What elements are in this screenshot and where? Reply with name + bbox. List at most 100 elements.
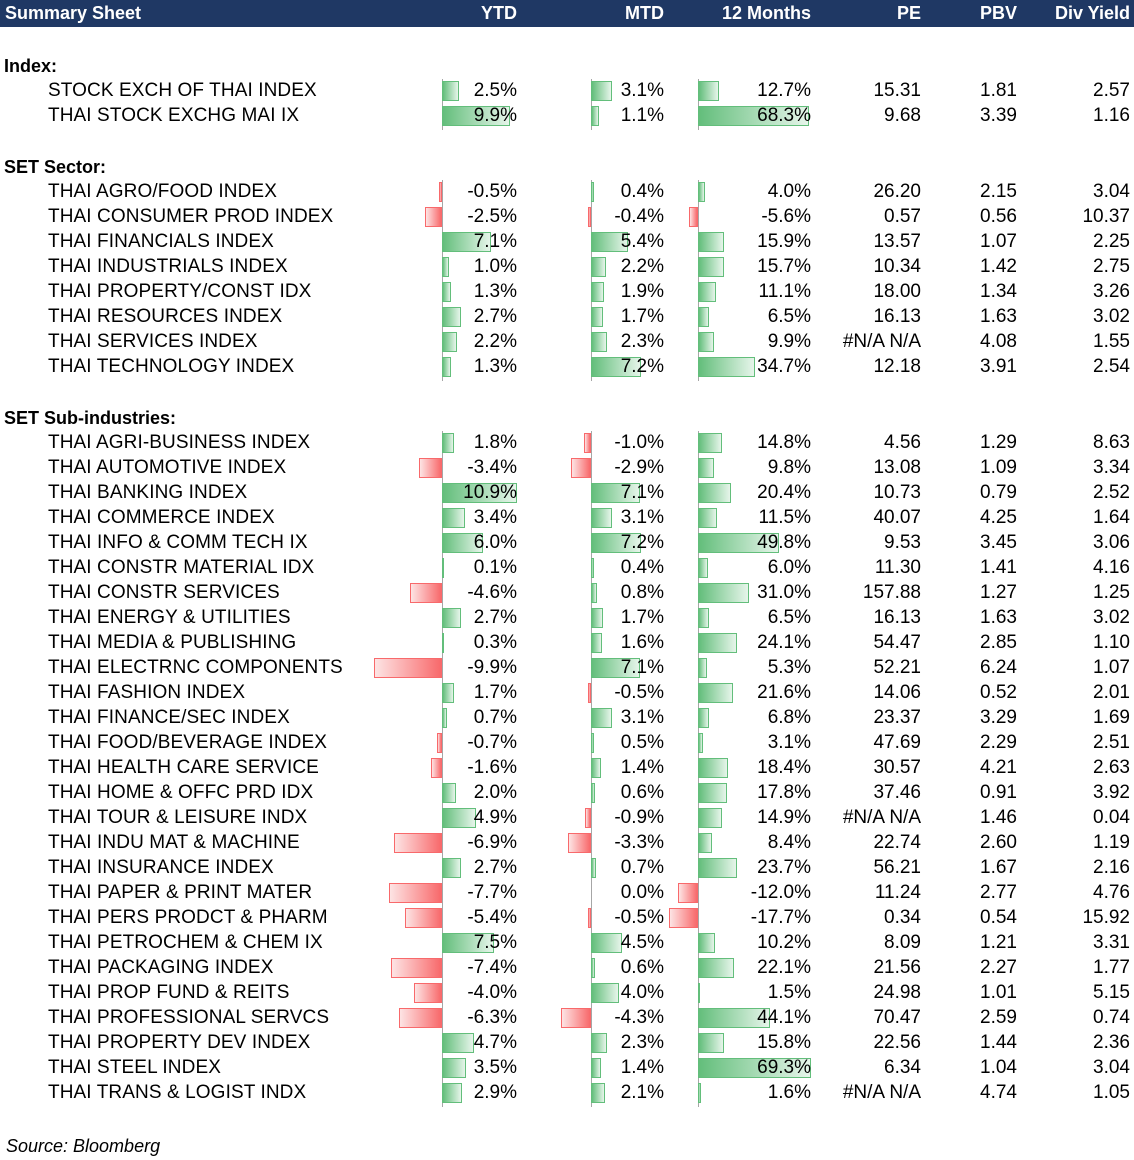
m12-data-bar xyxy=(698,106,810,126)
div-yield-value: 8.63 xyxy=(1093,432,1130,453)
pbv-value: 0.56 xyxy=(980,206,1017,227)
pe-value: 23.37 xyxy=(873,707,921,728)
div-yield-value: 1.05 xyxy=(1093,1082,1130,1103)
mtd-data-bar xyxy=(591,257,607,277)
pe-value: 0.34 xyxy=(884,907,921,928)
ytd-axis-line xyxy=(442,981,443,1007)
index-name: THAI CONSTR SERVICES xyxy=(48,582,280,603)
index-name: THAI INFO & COMM TECH IX xyxy=(48,532,308,553)
pe-value: 70.47 xyxy=(873,1007,921,1028)
mtd-axis-line xyxy=(591,906,592,932)
12-months-value: 17.8% xyxy=(757,782,811,803)
ytd-value: 9.9% xyxy=(473,105,517,126)
12-months-value: 31.0% xyxy=(757,582,811,603)
div-yield-value: 3.26 xyxy=(1093,281,1130,302)
ytd-data-bar xyxy=(442,683,454,703)
ytd-data-bar xyxy=(442,533,484,553)
mtd-value: -3.3% xyxy=(614,832,664,853)
ytd-data-bar xyxy=(388,883,442,903)
pe-value: 21.56 xyxy=(873,957,921,978)
mtd-value: 4.5% xyxy=(620,932,664,953)
table-row: THAI FOOD/BEVERAGE INDEX -0.7% 0.5% 3.1% 47.… xyxy=(0,731,1134,757)
table-row: STOCK EXCH OF THAI INDEX 2.5% 3.1% 12.7% 15.… xyxy=(0,79,1134,105)
index-name: THAI AGRI-BUSINESS INDEX xyxy=(48,432,311,453)
div-yield-value: 4.16 xyxy=(1093,557,1130,578)
ytd-data-bar xyxy=(442,307,461,327)
section-title: SET Sub-industries: xyxy=(4,408,177,428)
ytd-axis-line xyxy=(442,456,443,482)
mtd-value: 0.4% xyxy=(620,557,664,578)
table-row: THAI PROPERTY DEV INDEX 4.7% 2.3% 15.8% 22.5… xyxy=(0,1031,1134,1057)
m12-axis-line xyxy=(698,205,699,231)
12-months-value: 14.9% xyxy=(757,807,811,828)
col-header-12-months: 12 Months xyxy=(721,3,811,23)
mtd-value: 0.4% xyxy=(620,181,664,202)
mtd-data-bar xyxy=(591,733,595,753)
ytd-data-bar xyxy=(437,733,442,753)
pbv-value: 1.09 xyxy=(980,457,1017,478)
mtd-value: 7.2% xyxy=(620,532,664,553)
table-row: THAI ELECTRNC COMPONENTS -9.9% 7.1% 5.3% 52.… xyxy=(0,656,1134,682)
mtd-data-bar xyxy=(591,357,641,377)
ytd-value: -7.4% xyxy=(467,957,517,978)
m12-data-bar xyxy=(698,81,719,101)
12-months-value: 15.7% xyxy=(757,256,811,277)
ytd-value: 6.0% xyxy=(473,532,517,553)
header-row: Summary Sheet YTD MTD 12 Months PE PBV D… xyxy=(0,0,1134,27)
mtd-value: 2.3% xyxy=(620,331,664,352)
div-yield-value: 1.64 xyxy=(1093,507,1130,528)
ytd-value: 0.7% xyxy=(473,707,517,728)
ytd-value: -3.4% xyxy=(467,457,517,478)
div-yield-value: 1.55 xyxy=(1093,331,1130,352)
mtd-axis-line xyxy=(591,831,592,857)
pbv-value: 2.29 xyxy=(980,732,1017,753)
mtd-value: 7.1% xyxy=(620,657,664,678)
mtd-data-bar xyxy=(591,708,613,728)
div-yield-value: 2.54 xyxy=(1093,356,1130,377)
ytd-axis-line xyxy=(442,956,443,982)
div-yield-value: 2.52 xyxy=(1093,482,1130,503)
12-months-value: 20.4% xyxy=(757,482,811,503)
m12-data-bar xyxy=(698,458,714,478)
ytd-value: 2.9% xyxy=(473,1082,517,1103)
mtd-value: 0.6% xyxy=(620,782,664,803)
div-yield-value: 1.19 xyxy=(1093,832,1130,853)
pe-value: 56.21 xyxy=(873,857,921,878)
index-name: THAI TECHNOLOGY INDEX xyxy=(48,356,295,377)
table-row: THAI PACKAGING INDEX -7.4% 0.6% 22.1% 21.56 2… xyxy=(0,956,1134,982)
12-months-value: 6.5% xyxy=(767,306,811,327)
m12-data-bar xyxy=(698,1033,724,1053)
div-yield-value: 3.34 xyxy=(1093,457,1130,478)
ytd-value: 0.1% xyxy=(473,557,517,578)
index-name: THAI FINANCE/SEC INDEX xyxy=(48,707,290,728)
ytd-data-bar xyxy=(398,1008,442,1028)
mtd-value: 7.2% xyxy=(620,356,664,377)
col-header-pe: PE xyxy=(896,3,921,23)
index-name: THAI PERS PRODCT & PHARM xyxy=(48,907,328,928)
index-name: THAI SERVICES INDEX xyxy=(48,331,258,352)
mtd-data-bar xyxy=(587,908,591,928)
12-months-value: 21.6% xyxy=(757,682,811,703)
pbv-value: 1.42 xyxy=(980,256,1017,277)
pbv-value: 0.79 xyxy=(980,482,1017,503)
mtd-axis-line xyxy=(591,431,592,457)
m12-data-bar xyxy=(698,983,701,1003)
m12-data-bar xyxy=(698,483,732,503)
table-row: THAI TRANS & LOGIST INDX 2.9% 2.1% 1.6% #N/A… xyxy=(0,1081,1134,1107)
ytd-axis-line xyxy=(442,831,443,857)
m12-data-bar xyxy=(698,558,708,578)
mtd-axis-line xyxy=(591,205,592,231)
index-name: THAI PROPERTY DEV INDEX xyxy=(48,1032,311,1053)
ytd-data-bar xyxy=(442,1033,475,1053)
m12-data-bar xyxy=(698,858,737,878)
table-row: THAI COMMERCE INDEX 3.4% 3.1% 11.5% 40.07 4.2… xyxy=(0,506,1134,532)
mtd-axis-line xyxy=(591,806,592,832)
index-name: THAI ELECTRNC COMPONENTS xyxy=(48,657,343,678)
mtd-value: 7.1% xyxy=(620,482,664,503)
ytd-data-bar xyxy=(418,458,442,478)
div-yield-value: 10.37 xyxy=(1082,206,1130,227)
12-months-value: 10.2% xyxy=(757,932,811,953)
mtd-data-bar xyxy=(591,758,601,778)
table-row: THAI INSURANCE INDEX 2.7% 0.7% 23.7% 56.21 1.… xyxy=(0,856,1134,882)
pbv-value: 1.67 xyxy=(980,857,1017,878)
